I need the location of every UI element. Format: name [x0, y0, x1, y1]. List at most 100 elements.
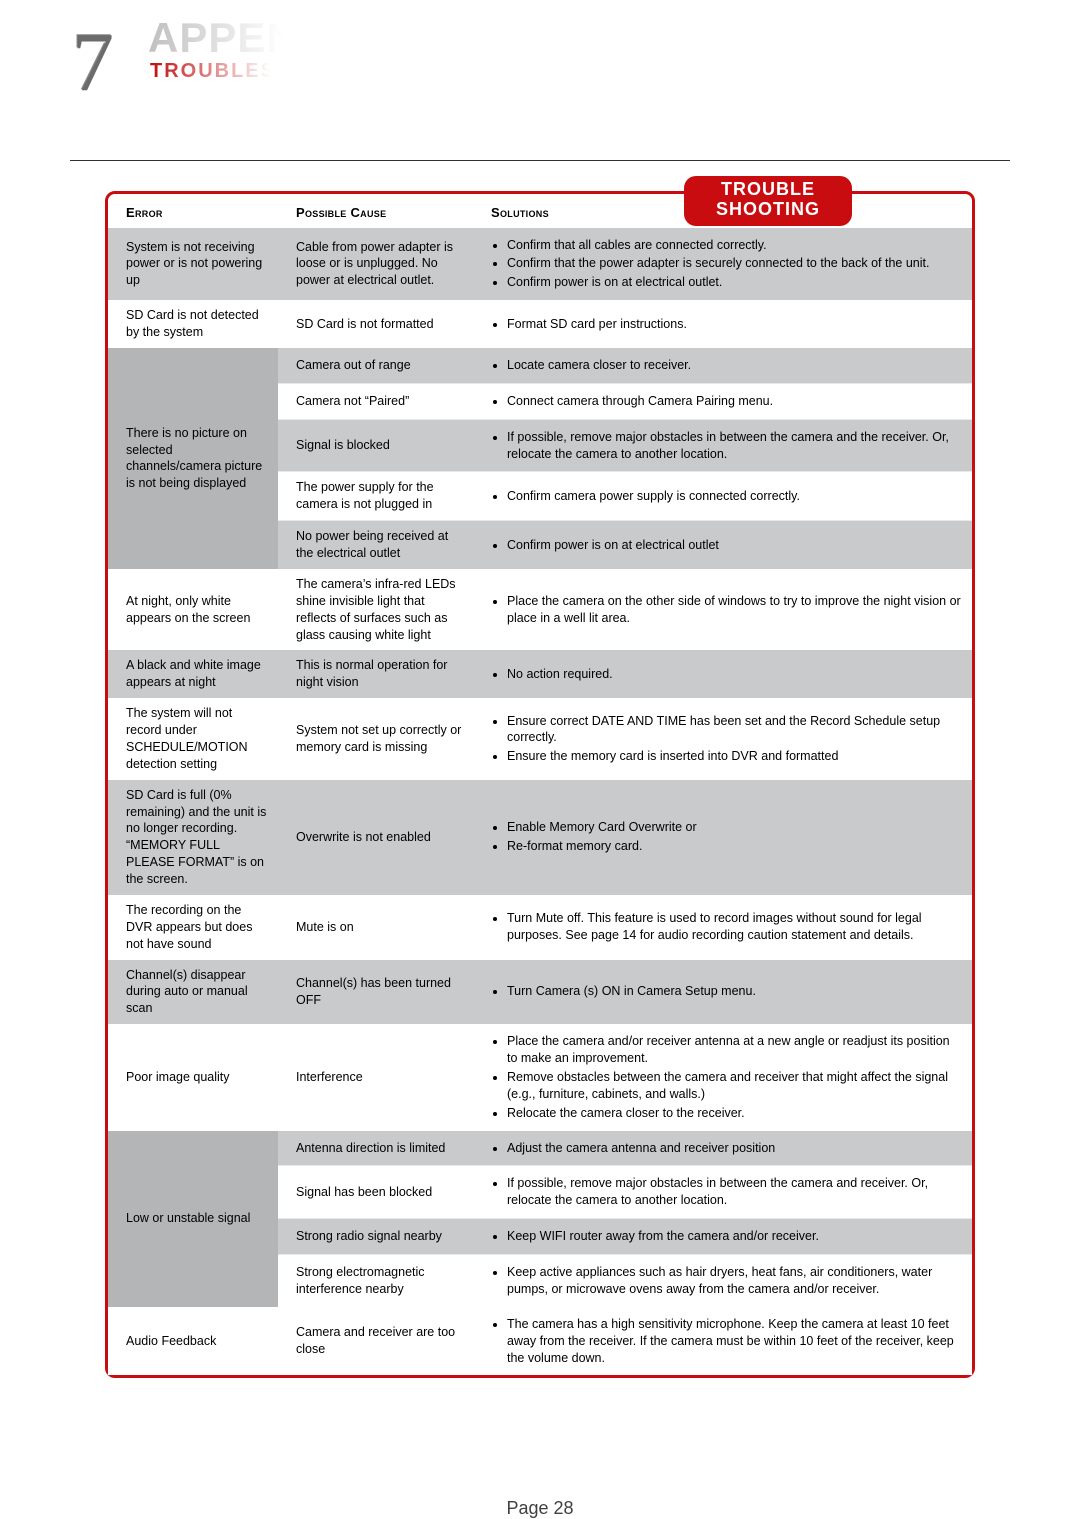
- solutions-cell: Ensure correct DATE AND TIME has been se…: [473, 698, 972, 780]
- solutions-cell: No action required.: [473, 650, 972, 698]
- cause-cell: Signal has been blocked: [278, 1166, 473, 1219]
- table-row: System is not receiving power or is not …: [108, 228, 972, 301]
- badge-line1: TROUBLE: [721, 179, 815, 199]
- solution-item: Turn Camera (s) ON in Camera Setup menu.: [507, 983, 962, 1000]
- table-row: There is no picture on selected channels…: [108, 348, 972, 383]
- solutions-cell: Keep active appliances such as hair drye…: [473, 1255, 972, 1307]
- page-number: Page 28: [0, 1498, 1080, 1519]
- table-row: The recording on the DVR appears but doe…: [108, 895, 972, 960]
- solutions-cell: Enable Memory Card Overwrite or Re-format…: [473, 780, 972, 895]
- col-cause: Possible Cause: [278, 194, 473, 228]
- solution-item: If possible, remove major obstacles in b…: [507, 1175, 962, 1209]
- col-error: Error: [108, 194, 278, 228]
- error-cell: Poor image quality: [108, 1024, 278, 1130]
- solution-item: If possible, remove major obstacles in b…: [507, 429, 962, 463]
- cause-cell: Camera and receiver are too close: [278, 1307, 473, 1376]
- error-cell: At night, only white appears on the scre…: [108, 569, 278, 651]
- cause-cell: Cable from power adapter is loose or is …: [278, 228, 473, 301]
- solution-item: Confirm power is on at electrical outlet: [507, 537, 962, 554]
- solution-item: Confirm that the power adapter is secure…: [507, 255, 962, 272]
- solution-item: Turn Mute off. This feature is used to r…: [507, 910, 962, 944]
- solution-item: Locate camera closer to receiver.: [507, 357, 962, 374]
- cause-cell: The power supply for the camera is not p…: [278, 472, 473, 521]
- solutions-cell: Locate camera closer to receiver.: [473, 348, 972, 383]
- table-row: Channel(s) disappear during auto or manu…: [108, 960, 972, 1025]
- trouble-shooting-badge: TROUBLE SHOOTING: [684, 176, 852, 226]
- solution-item: Format SD card per instructions.: [507, 316, 962, 333]
- solution-item: Enable Memory Card Overwrite or: [507, 819, 962, 836]
- error-cell: System is not receiving power or is not …: [108, 228, 278, 301]
- chapter-number: 7: [72, 14, 114, 111]
- solution-item: Keep active appliances such as hair drye…: [507, 1264, 962, 1298]
- table-row: SD Card is not detected by the systemSD …: [108, 300, 972, 348]
- solution-item: Confirm that all cables are connected co…: [507, 237, 962, 254]
- table-row: Audio FeedbackCamera and receiver are to…: [108, 1307, 972, 1376]
- table-row: Poor image qualityInterference Place the …: [108, 1024, 972, 1130]
- title-faded: APPEN: [148, 14, 298, 62]
- solution-item: Place the camera and/or receiver antenna…: [507, 1033, 962, 1067]
- cause-cell: The camera’s infra-red LEDs shine invisi…: [278, 569, 473, 651]
- badge-line2: SHOOTING: [716, 199, 820, 219]
- cause-cell: No power being received at the electrica…: [278, 521, 473, 569]
- table-row: SD Card is full (0% remaining) and the u…: [108, 780, 972, 895]
- solution-item: Confirm camera power supply is connected…: [507, 488, 962, 505]
- cause-cell: SD Card is not formatted: [278, 300, 473, 348]
- solution-item: Re-format memory card.: [507, 838, 962, 855]
- solution-item: Ensure correct DATE AND TIME has been se…: [507, 713, 962, 747]
- troubleshooting-table: Error Possible Cause Solutions System is…: [108, 194, 972, 1375]
- solution-item: Adjust the camera antenna and receiver p…: [507, 1140, 962, 1157]
- solutions-cell: The camera has a high sensitivity microp…: [473, 1307, 972, 1376]
- error-cell: The recording on the DVR appears but doe…: [108, 895, 278, 960]
- solutions-cell: Connect camera through Camera Pairing me…: [473, 383, 972, 419]
- table-row: A black and white image appears at night…: [108, 650, 972, 698]
- solutions-cell: If possible, remove major obstacles in b…: [473, 1166, 972, 1219]
- cause-cell: System not set up correctly or memory ca…: [278, 698, 473, 780]
- cause-cell: Channel(s) has been turned OFF: [278, 960, 473, 1025]
- solutions-cell: If possible, remove major obstacles in b…: [473, 419, 972, 472]
- cause-cell: Antenna direction is limited: [278, 1131, 473, 1166]
- solution-item: Relocate the camera closer to the receiv…: [507, 1105, 962, 1122]
- solutions-cell: Confirm that all cables are connected co…: [473, 228, 972, 301]
- solutions-cell: Format SD card per instructions.: [473, 300, 972, 348]
- table-row: Low or unstable signalAntenna direction …: [108, 1131, 972, 1166]
- solutions-cell: Turn Mute off. This feature is used to r…: [473, 895, 972, 960]
- table-row: At night, only white appears on the scre…: [108, 569, 972, 651]
- solutions-cell: Place the camera on the other side of wi…: [473, 569, 972, 651]
- error-cell: SD Card is full (0% remaining) and the u…: [108, 780, 278, 895]
- cause-cell: Signal is blocked: [278, 419, 473, 472]
- cause-cell: Strong radio signal nearby: [278, 1219, 473, 1255]
- solutions-cell: Turn Camera (s) ON in Camera Setup menu.: [473, 960, 972, 1025]
- solution-item: Remove obstacles between the camera and …: [507, 1069, 962, 1103]
- error-cell: There is no picture on selected channels…: [108, 348, 278, 569]
- solution-item: Confirm power is on at electrical outlet…: [507, 274, 962, 291]
- error-cell: Channel(s) disappear during auto or manu…: [108, 960, 278, 1025]
- error-cell: Low or unstable signal: [108, 1131, 278, 1307]
- cause-cell: Interference: [278, 1024, 473, 1130]
- cause-cell: Camera out of range: [278, 348, 473, 383]
- solution-item: Place the camera on the other side of wi…: [507, 593, 962, 627]
- solution-item: The camera has a high sensitivity microp…: [507, 1316, 962, 1367]
- cause-cell: Mute is on: [278, 895, 473, 960]
- error-cell: A black and white image appears at night: [108, 650, 278, 698]
- solution-item: No action required.: [507, 666, 962, 683]
- solutions-cell: Place the camera and/or receiver antenna…: [473, 1024, 972, 1130]
- solutions-cell: Adjust the camera antenna and receiver p…: [473, 1131, 972, 1166]
- solution-item: Keep WIFI router away from the camera an…: [507, 1228, 962, 1245]
- solution-item: Ensure the memory card is inserted into …: [507, 748, 962, 765]
- header-divider: [70, 160, 1010, 161]
- cause-cell: Overwrite is not enabled: [278, 780, 473, 895]
- troubleshooting-panel: TROUBLE SHOOTING Error Possible Cause So…: [105, 191, 975, 1378]
- subtitle-faded: TROUBLESH: [150, 60, 292, 83]
- solutions-cell: Confirm camera power supply is connected…: [473, 472, 972, 521]
- cause-cell: This is normal operation for night visio…: [278, 650, 473, 698]
- solutions-cell: Confirm power is on at electrical outlet: [473, 521, 972, 569]
- error-cell: SD Card is not detected by the system: [108, 300, 278, 348]
- solutions-cell: Keep WIFI router away from the camera an…: [473, 1219, 972, 1255]
- table-row: The system will not record under SCHEDUL…: [108, 698, 972, 780]
- cause-cell: Camera not “Paired”: [278, 383, 473, 419]
- cause-cell: Strong electromagnetic interference near…: [278, 1255, 473, 1307]
- solution-item: Connect camera through Camera Pairing me…: [507, 393, 962, 410]
- error-cell: The system will not record under SCHEDUL…: [108, 698, 278, 780]
- page-header: 7 APPEN TROUBLESH: [0, 0, 1080, 110]
- error-cell: Audio Feedback: [108, 1307, 278, 1376]
